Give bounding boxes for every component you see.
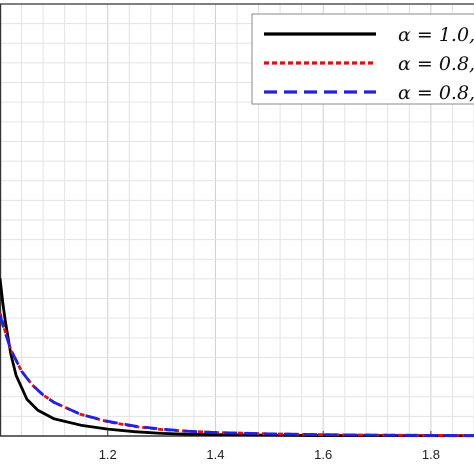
x-tick-label: 1.4 xyxy=(206,447,224,462)
x-axis: 1.2 1.4 1.6 1.8 xyxy=(99,431,440,462)
legend-label-3: α = 0.8, xyxy=(398,82,474,104)
legend-box xyxy=(251,13,474,105)
x-tick-label: 1.2 xyxy=(99,447,117,462)
x-tick-label: 1.6 xyxy=(314,447,332,462)
legend-label-2: α = 0.8, xyxy=(398,53,474,75)
legend-label-1: α = 1.0, xyxy=(398,24,474,46)
legend: α = 1.0, α = 0.8, α = 0.8, xyxy=(251,13,474,105)
x-tick-label: 1.8 xyxy=(422,447,440,462)
series-line-3 xyxy=(0,314,474,437)
series-group xyxy=(0,278,474,438)
